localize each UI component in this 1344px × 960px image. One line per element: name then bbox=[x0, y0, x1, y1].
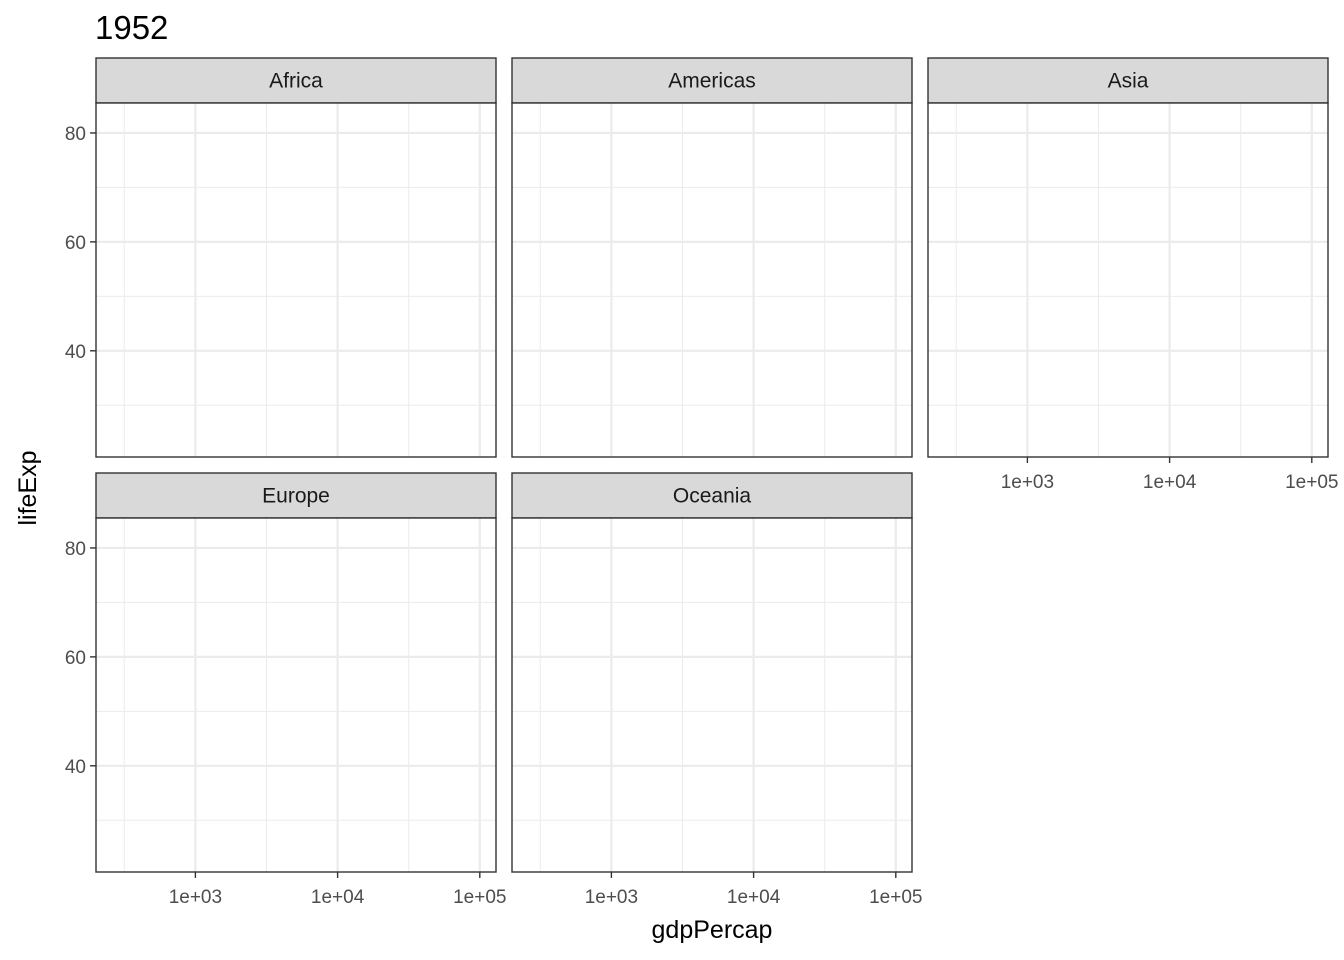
y-tick-label: 60 bbox=[65, 233, 86, 254]
x-tick-label: 1e+05 bbox=[1285, 472, 1338, 493]
y-tick-label: 80 bbox=[65, 539, 86, 560]
y-tick-label: 40 bbox=[65, 757, 86, 778]
panel-border-asia bbox=[927, 102, 1329, 458]
panel-bg-oceania bbox=[512, 518, 912, 872]
x-tick-label: 1e+05 bbox=[453, 887, 506, 908]
plot-title: 1952 bbox=[95, 9, 168, 46]
facet-asia: Asia 1e+03 1e+04 1e+05 bbox=[927, 57, 1338, 493]
x-tick-label: 1e+04 bbox=[727, 887, 781, 908]
panel-bg-europe bbox=[96, 518, 496, 872]
panel-border-oceania bbox=[511, 517, 913, 873]
strip-americas bbox=[511, 57, 913, 104]
facet-americas: Americas bbox=[511, 57, 913, 458]
facet-europe: Europe 40 60 80 1e+03 1e+04 1e+05 bbox=[65, 472, 506, 908]
strip-europe bbox=[95, 472, 497, 519]
strip-label-americas: Americas bbox=[668, 70, 756, 93]
strip-africa bbox=[95, 57, 497, 104]
x-tick-label: 1e+03 bbox=[1001, 472, 1054, 493]
x-tick-label: 1e+03 bbox=[585, 887, 638, 908]
panel-bg-africa bbox=[96, 103, 496, 457]
panel-border-americas bbox=[511, 102, 913, 458]
strip-label-oceania: Oceania bbox=[673, 485, 752, 508]
y-tick-label: 80 bbox=[65, 124, 86, 145]
strip-label-asia: Asia bbox=[1108, 70, 1149, 93]
x-axis-title: gdpPercap bbox=[652, 916, 773, 944]
y-tick-label: 60 bbox=[65, 648, 86, 669]
strip-label-europe: Europe bbox=[262, 485, 330, 508]
strip-oceania bbox=[511, 472, 913, 519]
panel-border-europe bbox=[95, 517, 497, 873]
panel-bg-americas bbox=[512, 103, 912, 457]
x-tick-label: 1e+05 bbox=[869, 887, 922, 908]
facet-oceania: Oceania 1e+03 1e+04 1e+05 bbox=[511, 472, 922, 908]
x-tick-label: 1e+04 bbox=[311, 887, 365, 908]
x-tick-label: 1e+04 bbox=[1143, 472, 1197, 493]
strip-label-africa: Africa bbox=[269, 70, 323, 93]
strip-asia bbox=[927, 57, 1329, 104]
y-axis-title: lifeExp bbox=[14, 450, 42, 525]
panel-border-africa bbox=[95, 102, 497, 458]
facet-africa: Africa 40 60 80 bbox=[65, 57, 497, 458]
x-tick-label: 1e+03 bbox=[169, 887, 222, 908]
y-tick-label: 40 bbox=[65, 342, 86, 363]
panel-bg-asia bbox=[928, 103, 1328, 457]
